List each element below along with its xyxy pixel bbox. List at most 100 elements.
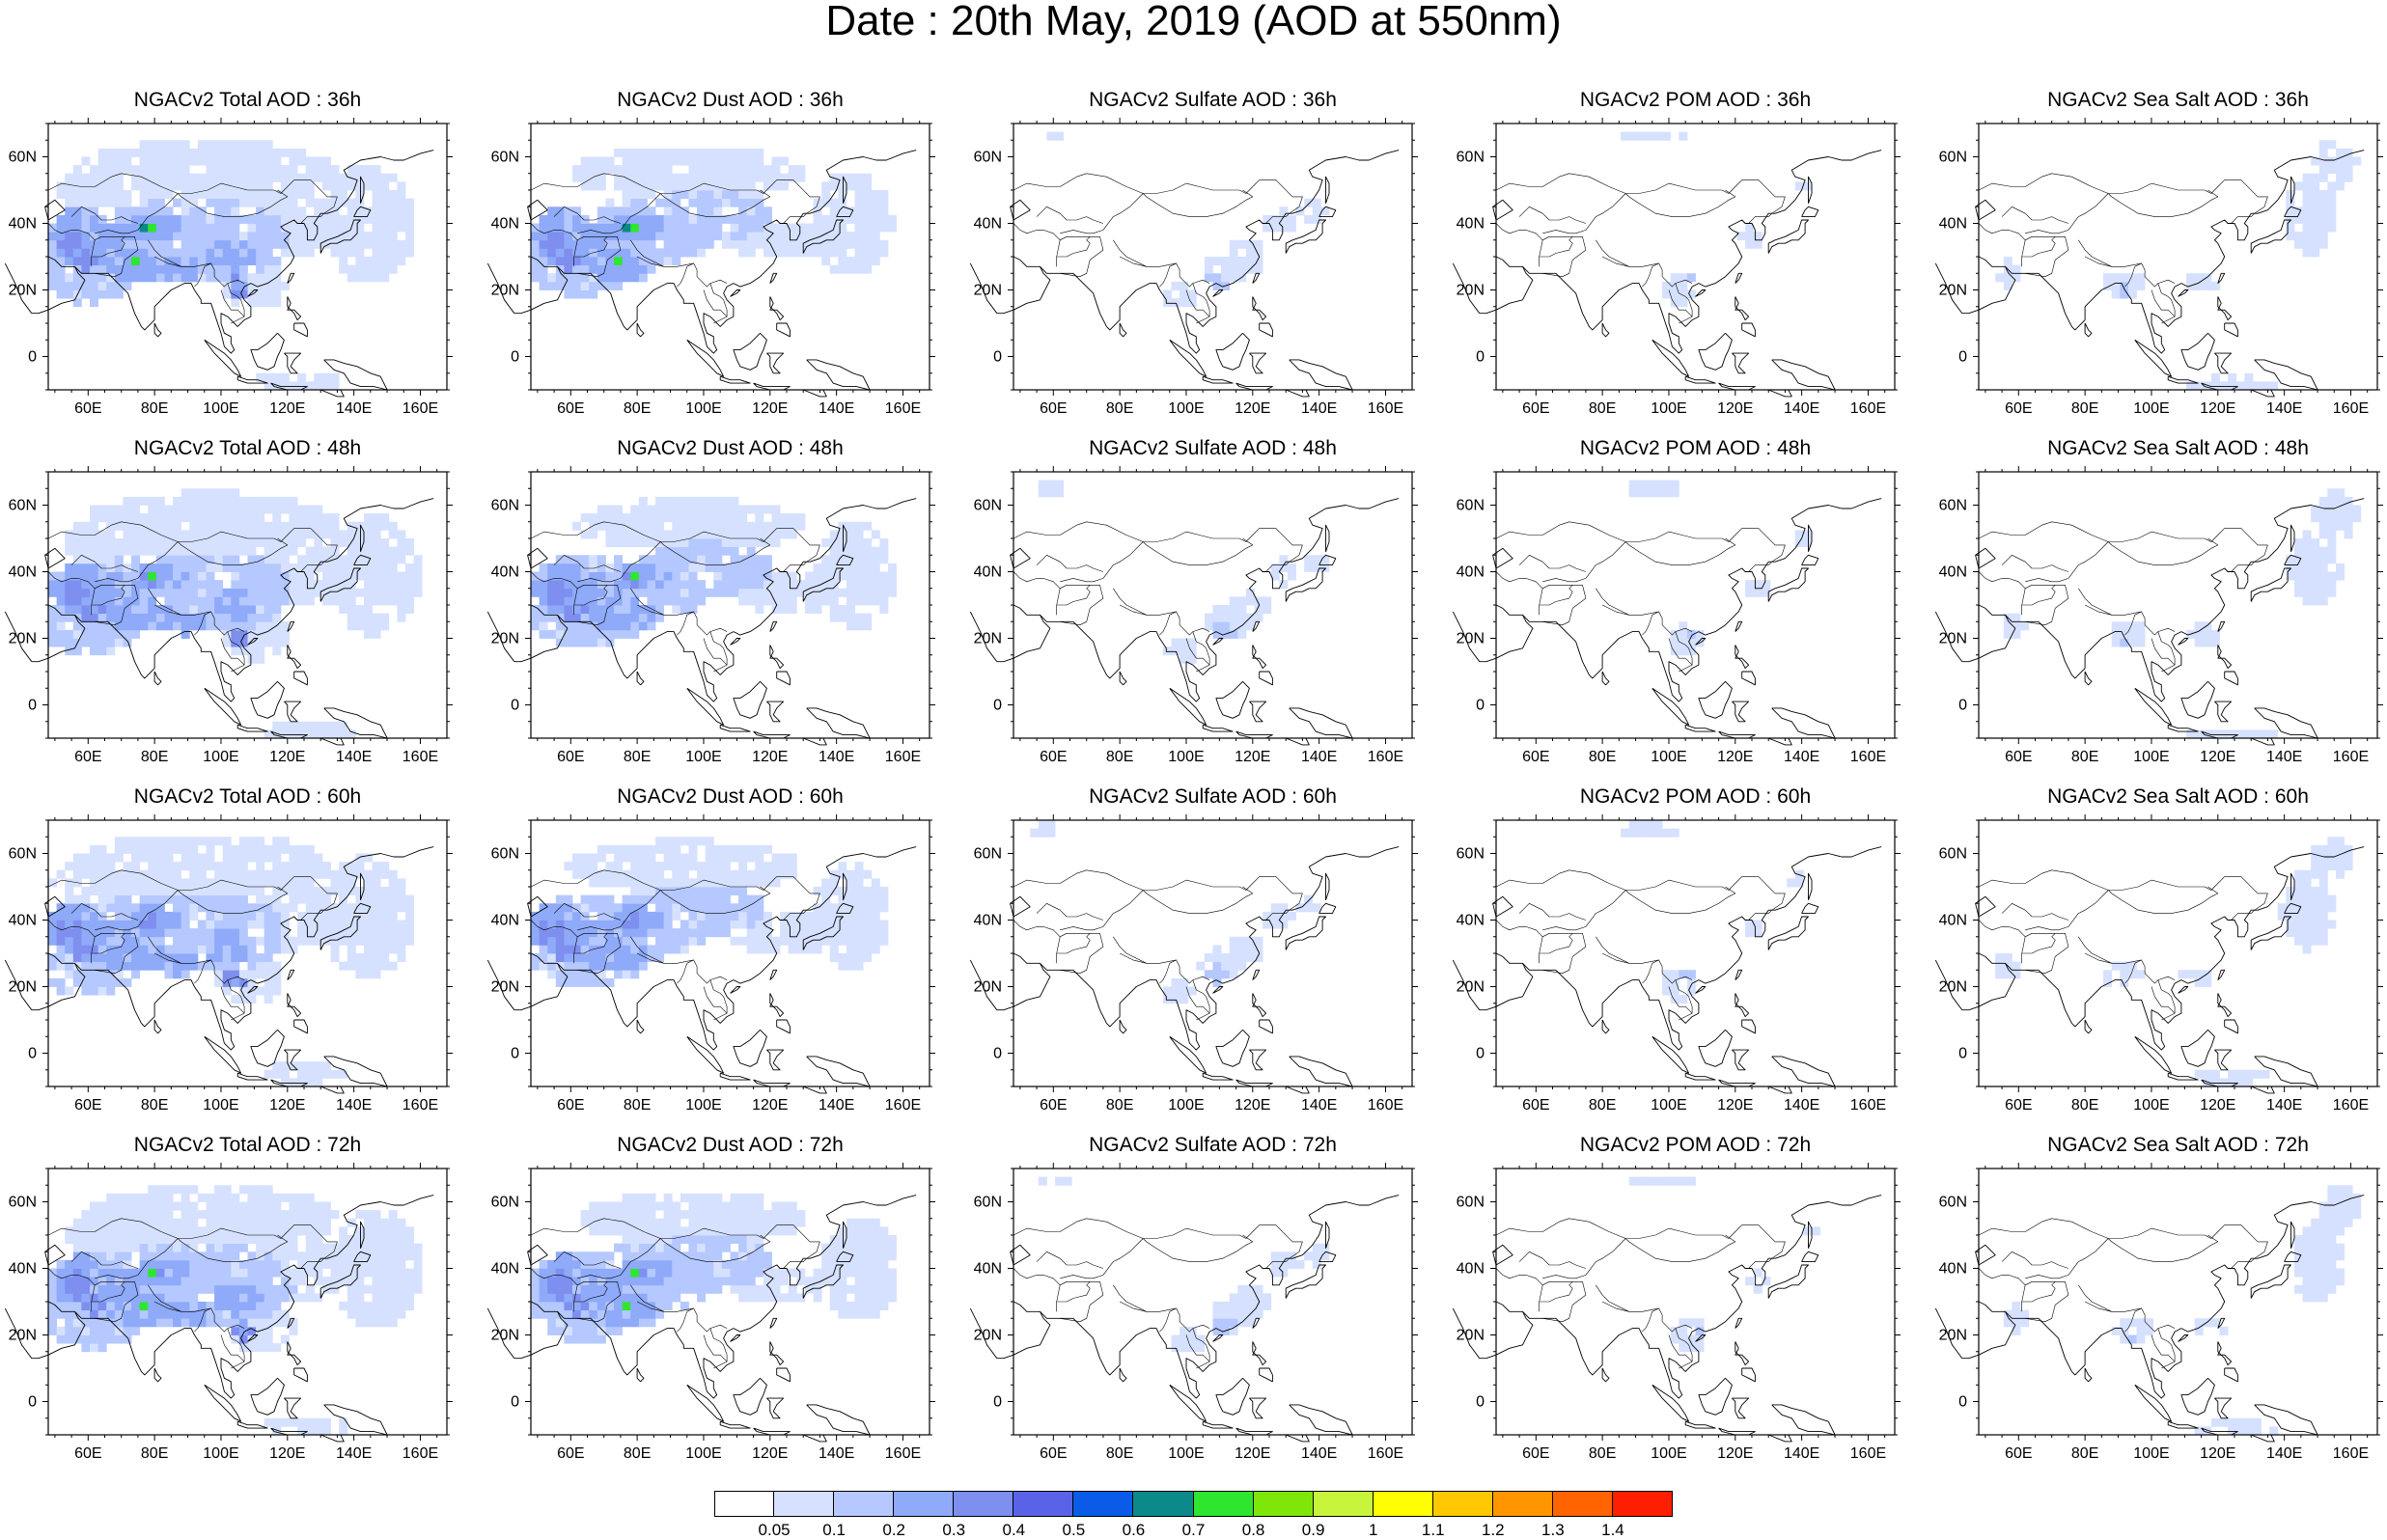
x-tick-label: 100E [203, 1445, 238, 1462]
y-tick-label: 0 [28, 1046, 37, 1062]
panel-title: NGACv2 Total AOD : 48h [133, 437, 362, 459]
y-tick-label: 0 [1958, 1046, 1967, 1062]
x-tick-label: 160E [402, 400, 438, 417]
panel-title: NGACv2 Total AOD : 60h [133, 785, 362, 808]
y-tick-label: 60N [491, 150, 519, 166]
panel-title: NGACv2 Dust AOD : 36h [617, 89, 844, 111]
aod-field [48, 1185, 423, 1436]
y-tick-label: 60N [491, 498, 519, 514]
x-tick-label: 60E [74, 749, 101, 765]
y-tick-label: 40N [1457, 1261, 1485, 1278]
x-tick-label: 60E [1522, 749, 1549, 765]
y-tick-label: 60N [491, 1195, 519, 1211]
colorbar-swatch [1432, 1491, 1493, 1517]
x-tick-label: 140E [819, 749, 854, 765]
x-tick-label: 120E [1717, 1445, 1753, 1462]
colorbar-legend: 0.05 0.1 0.2 0.3 0.4 0.5 0.6 0.7 0.8 0.9 1 1.1 1.2 1.… [714, 1491, 1673, 1540]
colorbar-label: 1.4 [1601, 1521, 1624, 1539]
x-tick-label: 100E [2133, 1097, 2169, 1114]
x-tick-label: 60E [1040, 1097, 1067, 1114]
colorbar-swatch [1073, 1491, 1134, 1517]
aod-field [48, 140, 414, 391]
colorbar-swatch [714, 1491, 775, 1517]
y-tick-label: 20N [491, 283, 519, 299]
x-tick-label: 120E [1235, 400, 1270, 417]
y-tick-label: 0 [1476, 698, 1485, 714]
aod-field [2003, 1185, 2362, 1436]
x-tick-label: 140E [1784, 1097, 1819, 1114]
y-tick-label: 20N [491, 631, 519, 647]
y-tick-label: 0 [511, 349, 519, 366]
map-panel-dust-4: NGACv2 Dust AOD : 72h 60E 80E 100E 120E 140E 1… [486, 1130, 935, 1464]
map-panel-sulfate-2: NGACv2 Sulfate AOD : 48h 60E 80E 100E 120E 14… [969, 433, 1418, 767]
y-tick-label: 40N [974, 216, 1002, 233]
coastlines-and-borders [1452, 498, 1882, 746]
x-tick-label: 80E [1589, 1445, 1616, 1462]
x-tick-label: 120E [269, 400, 305, 417]
coastlines-and-borders [969, 846, 1400, 1094]
y-tick-label: 0 [1476, 1046, 1485, 1062]
colorbar-swatch [1133, 1491, 1194, 1517]
map-plot: 60E 80E 100E 120E 140E 160E 60N 40N 20N 0 [486, 814, 935, 1114]
y-tick-label: 40N [491, 913, 519, 929]
x-tick-label: 140E [336, 749, 372, 765]
x-tick-label: 60E [74, 400, 101, 417]
map-plot: 60E 80E 100E 120E 140E 160E 60N 40N 20N 0 [486, 1163, 935, 1462]
y-tick-label: 60N [491, 846, 519, 863]
x-tick-label: 140E [819, 1097, 854, 1114]
y-tick-label: 0 [28, 349, 37, 366]
colorbar-swatch [1552, 1491, 1613, 1517]
y-tick-label: 20N [974, 1328, 1002, 1344]
aod-field [531, 148, 897, 299]
x-tick-label: 60E [1522, 1097, 1549, 1114]
x-tick-label: 80E [1106, 400, 1133, 417]
y-tick-label: 40N [9, 1261, 37, 1278]
panel-title: NGACv2 Dust AOD : 48h [617, 437, 844, 459]
colorbar-swatch [1492, 1491, 1553, 1517]
x-tick-label: 140E [819, 400, 854, 417]
colorbar-swatch [1193, 1491, 1254, 1517]
x-tick-label: 80E [1106, 749, 1133, 765]
x-tick-label: 160E [885, 1445, 921, 1462]
x-tick-label: 160E [1850, 400, 1886, 417]
x-tick-label: 80E [624, 400, 651, 417]
x-tick-label: 160E [2333, 749, 2369, 765]
y-tick-label: 0 [1958, 698, 1967, 714]
x-tick-label: 100E [2133, 1445, 2169, 1462]
x-tick-label: 60E [2005, 400, 2032, 417]
y-tick-label: 60N [1939, 846, 1967, 863]
y-tick-label: 0 [28, 1394, 37, 1411]
colorbar-label: 0.1 [822, 1521, 846, 1539]
x-tick-label: 140E [2266, 1445, 2302, 1462]
y-tick-label: 0 [993, 1046, 1002, 1062]
colorbar-swatch [1253, 1491, 1314, 1517]
map-panel-total-3: NGACv2 Total AOD : 60h 60E 80E 100E 120E 140E… [4, 782, 453, 1115]
map-plot: 60E 80E 100E 120E 140E 160E 60N 40N 20N 0 [1452, 118, 1901, 417]
panel-title: NGACv2 POM AOD : 36h [1579, 89, 1812, 111]
x-tick-label: 120E [1235, 1445, 1270, 1462]
panel-title: NGACv2 Sea Salt AOD : 36h [2047, 89, 2309, 111]
x-tick-label: 120E [752, 749, 788, 765]
colorbar-swatch [834, 1491, 895, 1517]
map-plot: 60E 80E 100E 120E 140E 160E 60N 40N 20N 0 [969, 1163, 1418, 1462]
x-tick-label: 140E [1301, 1445, 1337, 1462]
coastlines-and-borders [486, 150, 917, 398]
coastlines-and-borders [969, 1195, 1400, 1443]
map-plot: 60E 80E 100E 120E 140E 160E 60N 40N 20N 0 [969, 466, 1418, 765]
y-tick-label: 60N [974, 846, 1002, 863]
aod-field [531, 837, 889, 987]
y-tick-label: 0 [993, 1394, 1002, 1411]
map-plot: 60E 80E 100E 120E 140E 160E 60N 40N 20N 0 [1452, 466, 1901, 765]
x-tick-label: 140E [1784, 400, 1819, 417]
panel-title: NGACv2 Dust AOD : 60h [617, 785, 844, 808]
x-tick-label: 120E [752, 1445, 788, 1462]
panel-title: NGACv2 Sea Salt AOD : 48h [2047, 437, 2309, 459]
colorbar-swatch [954, 1491, 1014, 1517]
y-tick-label: 0 [993, 698, 1002, 714]
x-tick-label: 160E [1850, 1445, 1886, 1462]
y-tick-label: 20N [491, 1328, 519, 1344]
y-tick-label: 40N [1457, 564, 1485, 581]
y-tick-label: 40N [1939, 216, 1967, 233]
y-tick-label: 0 [28, 698, 37, 714]
colorbar-swatch [1313, 1491, 1374, 1517]
